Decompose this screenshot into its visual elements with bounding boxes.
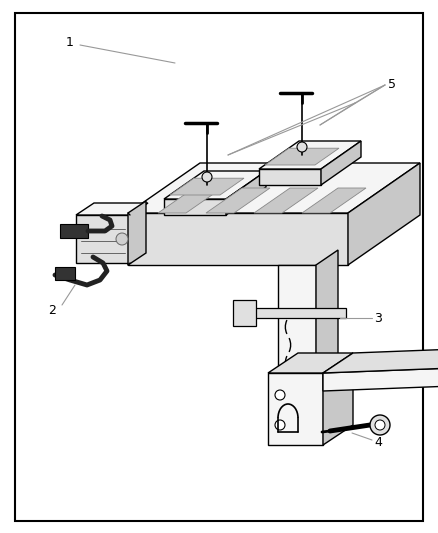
Text: 3: 3 <box>374 311 382 325</box>
Text: 4: 4 <box>374 437 382 449</box>
Polygon shape <box>128 163 420 213</box>
Circle shape <box>275 390 285 400</box>
Polygon shape <box>316 250 338 385</box>
Text: 2: 2 <box>48 304 56 318</box>
Polygon shape <box>164 199 226 215</box>
Polygon shape <box>164 171 266 199</box>
Polygon shape <box>259 141 361 169</box>
Polygon shape <box>158 188 222 213</box>
Polygon shape <box>226 171 266 215</box>
Polygon shape <box>76 203 148 215</box>
Polygon shape <box>348 163 420 265</box>
Polygon shape <box>128 201 146 265</box>
Polygon shape <box>55 267 75 280</box>
Polygon shape <box>268 353 353 373</box>
Polygon shape <box>233 300 256 326</box>
Polygon shape <box>128 213 348 265</box>
Circle shape <box>375 420 385 430</box>
Text: 1: 1 <box>66 36 74 50</box>
Polygon shape <box>76 215 130 263</box>
Polygon shape <box>323 353 353 445</box>
Polygon shape <box>238 308 346 318</box>
Polygon shape <box>268 373 323 445</box>
Polygon shape <box>259 169 321 185</box>
Polygon shape <box>321 141 361 185</box>
Polygon shape <box>254 188 318 213</box>
Circle shape <box>116 233 128 245</box>
Circle shape <box>297 142 307 152</box>
Polygon shape <box>302 188 366 213</box>
Polygon shape <box>323 368 438 391</box>
Polygon shape <box>265 148 339 165</box>
Polygon shape <box>278 265 316 385</box>
Circle shape <box>202 172 212 182</box>
Text: 5: 5 <box>388 78 396 92</box>
Polygon shape <box>60 224 88 238</box>
Circle shape <box>370 415 390 435</box>
Polygon shape <box>206 188 270 213</box>
Polygon shape <box>170 178 244 195</box>
Circle shape <box>275 420 285 430</box>
Polygon shape <box>323 348 438 373</box>
